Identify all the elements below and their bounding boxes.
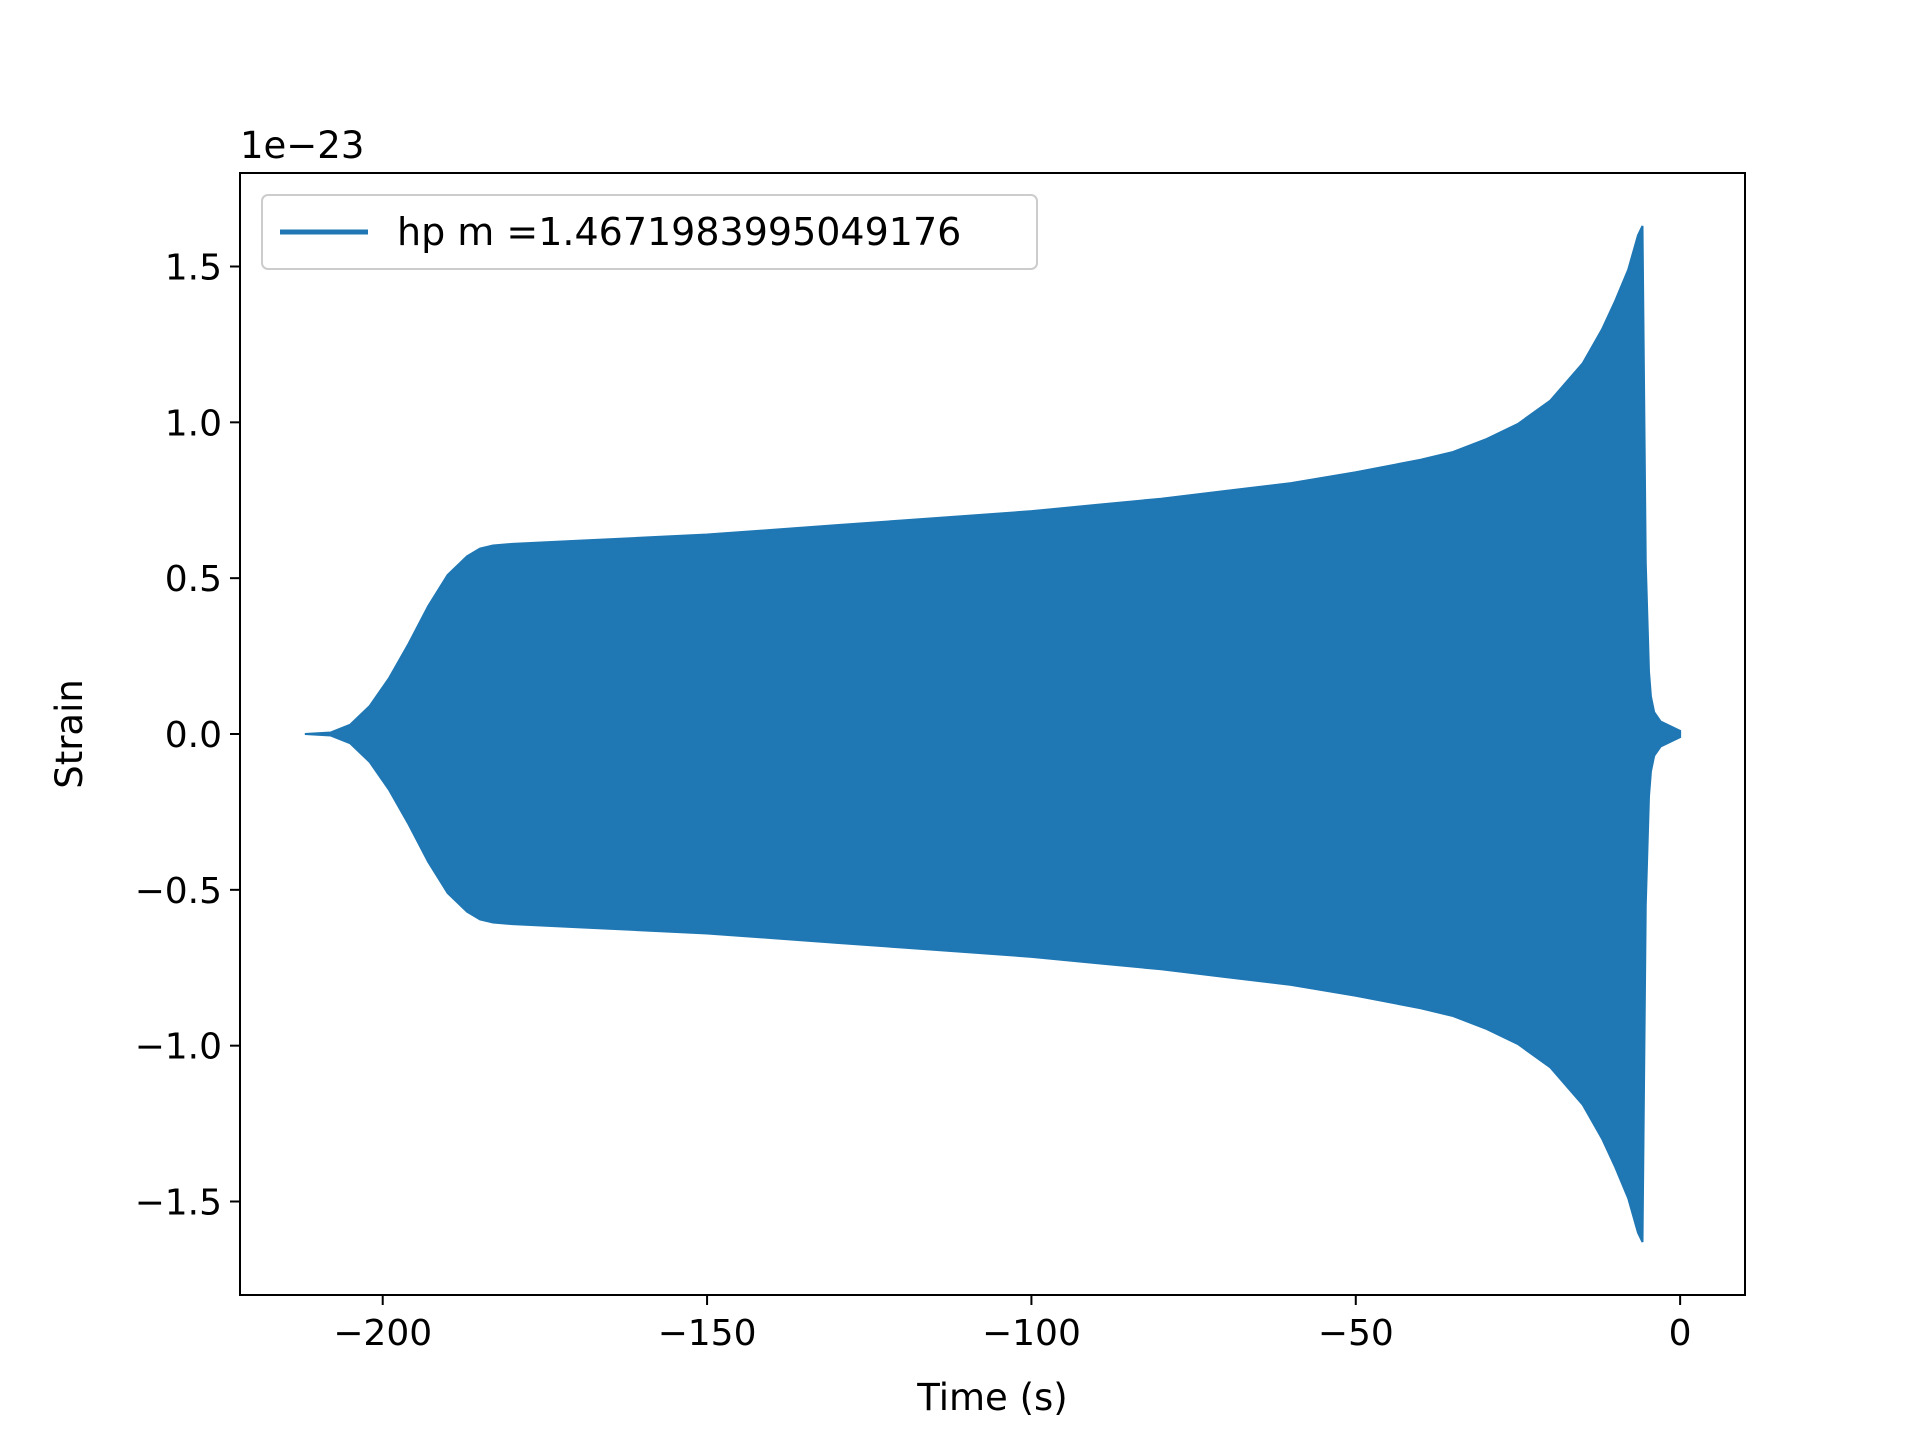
y-axis-ticks: 1.5 1.0 0.5 0.0 −0.5 −1.0 −1.5 <box>135 248 240 1224</box>
legend-box <box>261 194 1038 270</box>
y-axis-offset-label: 1e−23 <box>240 124 364 167</box>
legend: hp m =1.4671983995049176 <box>261 194 1038 270</box>
x-tick-label: 0 <box>1669 1313 1692 1354</box>
y-tick-label: 1.5 <box>165 248 222 289</box>
waveform-series-area <box>304 225 1682 1243</box>
x-axis-ticks: −200 −150 −100 −50 0 <box>333 1295 1692 1354</box>
x-tick-label: −100 <box>982 1313 1081 1354</box>
y-tick-label: 0.5 <box>165 559 222 600</box>
x-tick-label: −200 <box>333 1313 432 1354</box>
y-tick-label: −0.5 <box>135 871 222 912</box>
y-tick-label: −1.0 <box>135 1027 222 1068</box>
y-tick-label: −1.5 <box>135 1183 222 1224</box>
y-axis-label: Strain <box>48 679 91 789</box>
x-axis-label: Time (s) <box>916 1376 1067 1419</box>
y-tick-label: 0.0 <box>165 715 222 756</box>
y-tick-label: 1.0 <box>165 403 222 444</box>
x-tick-label: −150 <box>658 1313 757 1354</box>
x-tick-label: −50 <box>1318 1313 1394 1354</box>
legend-entry-label: hp m =1.4671983995049176 <box>397 210 961 254</box>
